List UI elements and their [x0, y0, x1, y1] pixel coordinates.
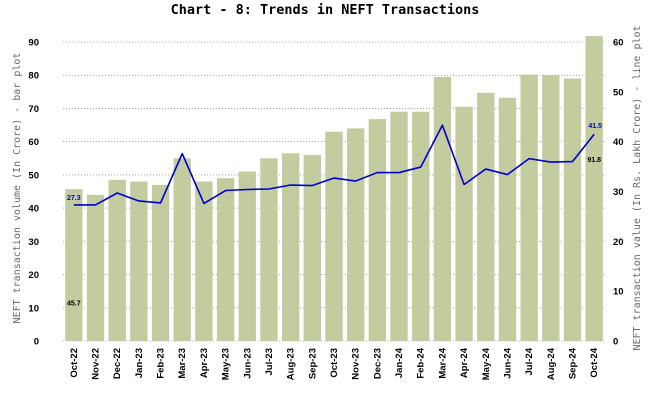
bar	[585, 36, 603, 342]
bar-data-label-last: 91.8	[587, 157, 601, 164]
left-tick-label: 30	[28, 237, 39, 248]
bar	[303, 154, 321, 341]
bar	[412, 111, 430, 342]
x-axis-ticks: Oct-22 Nov-22 Dec-22 Jan-23 Feb-23 Mar-23 Apr-…	[69, 347, 600, 380]
x-tick-label: Aug-23	[286, 348, 297, 380]
x-tick-label: May-23	[221, 348, 232, 380]
x-tick-label: Dec-23	[372, 348, 383, 379]
bar	[260, 158, 278, 341]
right-axis-title: NEFT transaction value (In Rs. Lakh Cror…	[632, 25, 643, 350]
bar	[108, 179, 126, 341]
left-tick-label: 60	[28, 137, 39, 148]
bar-series	[65, 36, 603, 342]
left-tick-label: 20	[28, 270, 39, 281]
x-tick-label: Jun-24	[502, 347, 513, 378]
bar	[65, 189, 83, 341]
bar	[368, 119, 387, 341]
right-tick-label: 40	[613, 137, 624, 148]
x-tick-label: Apr-23	[199, 348, 210, 378]
x-tick-label: Nov-22	[91, 348, 102, 380]
left-tick-label: 0	[34, 337, 39, 348]
line-series	[73, 124, 595, 206]
x-tick-label: Jul-24	[524, 347, 535, 375]
bar	[195, 181, 213, 341]
right-tick-label: 0	[613, 337, 618, 348]
x-tick-label: Feb-24	[416, 347, 427, 378]
x-tick-label: Jun-23	[242, 348, 253, 379]
left-tick-label: 10	[28, 303, 39, 314]
bar	[542, 75, 560, 341]
left-tick-label: 80	[28, 71, 39, 82]
right-tick-label: 60	[613, 38, 624, 49]
bar	[433, 76, 452, 341]
x-tick-label: Nov-23	[351, 348, 362, 380]
bar	[390, 111, 408, 342]
bar	[477, 92, 495, 341]
x-tick-label: Oct-24	[589, 347, 600, 377]
left-axis-ticks: 0 10 20 30 40 50 60 70 80 90	[28, 38, 39, 348]
bar	[86, 194, 105, 341]
left-tick-label: 90	[28, 38, 39, 49]
bar	[173, 158, 191, 341]
right-tick-label: 50	[613, 87, 624, 98]
line-series-path	[73, 124, 595, 206]
left-axis-title: NEFT transaction volume (In Crore) - bar…	[12, 53, 23, 324]
bar-data-label-first: 45.7	[67, 301, 81, 308]
x-tick-label: Oct-23	[329, 348, 340, 378]
x-tick-label: Apr-24	[459, 347, 470, 378]
bar	[238, 171, 256, 341]
right-axis-ticks: 0 10 20 30 40 50 60	[613, 38, 624, 348]
x-tick-label: May-24	[481, 347, 492, 380]
x-tick-label: Oct-22	[69, 348, 80, 378]
bar	[520, 74, 538, 342]
chart-title: Chart - 8: Trends in NEFT Transactions	[171, 2, 480, 18]
x-tick-label: Sep-23	[307, 348, 318, 379]
bar	[325, 131, 343, 341]
x-tick-label: Aug-24	[546, 347, 557, 380]
line-data-label-last: 41.5	[588, 123, 602, 130]
x-tick-label: Dec-22	[112, 348, 123, 379]
x-tick-label: Mar-24	[437, 347, 448, 378]
line-data-label-first: 27.3	[67, 195, 81, 202]
bar	[498, 97, 517, 342]
left-tick-label: 50	[28, 170, 39, 181]
data-labels: 45.7 91.8 27.3 41.5	[67, 123, 602, 307]
bar	[216, 178, 235, 341]
x-tick-label: Jan-23	[134, 348, 145, 378]
x-tick-label: Sep-24	[567, 347, 578, 379]
bar	[347, 128, 365, 341]
bar	[563, 78, 582, 342]
x-tick-label: Jul-23	[264, 348, 275, 375]
right-tick-label: 30	[613, 187, 624, 198]
x-tick-label: Feb-23	[156, 348, 167, 379]
bar	[130, 181, 148, 341]
x-tick-label: Mar-23	[177, 348, 188, 379]
x-tick-label: Jan-24	[394, 347, 405, 378]
left-tick-label: 70	[28, 104, 39, 115]
right-tick-label: 10	[613, 287, 624, 298]
bar	[281, 153, 300, 341]
right-tick-label: 20	[613, 237, 624, 248]
bar	[455, 106, 473, 342]
bar	[151, 184, 170, 341]
left-tick-label: 40	[28, 204, 39, 215]
